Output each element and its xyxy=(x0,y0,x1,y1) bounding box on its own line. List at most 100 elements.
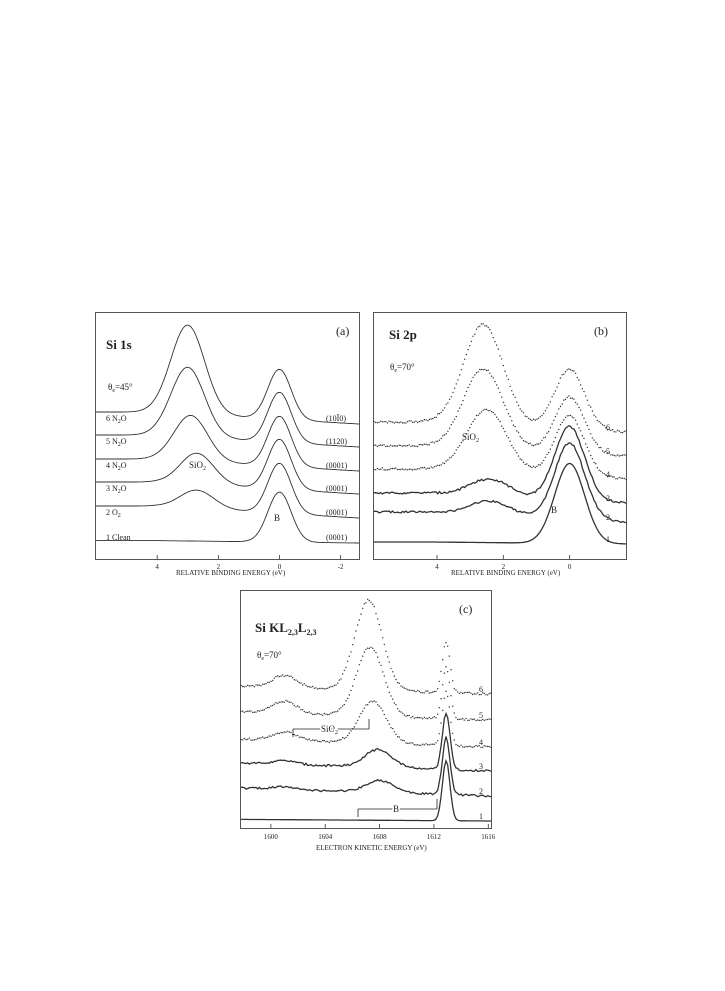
panel-c-point xyxy=(428,692,430,694)
panel-c-point xyxy=(247,684,249,686)
panel-b-point xyxy=(479,412,481,415)
panel-c-point xyxy=(383,713,385,716)
panel-c-point xyxy=(420,691,422,694)
panel-b-point xyxy=(417,421,419,424)
panel-b-point xyxy=(512,447,515,449)
panel-b-point xyxy=(534,466,536,469)
panel-c-point xyxy=(265,707,267,709)
panel-b-point xyxy=(519,435,521,438)
panel-c-point xyxy=(362,655,364,657)
panel-b-point xyxy=(501,358,503,360)
panel-b-point xyxy=(586,399,589,401)
panel-c-point xyxy=(387,656,389,658)
panel-b-point xyxy=(573,417,575,419)
panel-c-point xyxy=(447,695,449,698)
panel-b-point xyxy=(566,396,568,399)
panel-b-point xyxy=(425,443,427,446)
panel-c-point xyxy=(240,738,242,741)
panel-b-point xyxy=(375,444,377,446)
panel-b-point xyxy=(581,388,583,390)
panel-c-point xyxy=(308,686,310,688)
panel-c-point xyxy=(358,716,360,718)
panel-c-curves xyxy=(240,598,492,822)
panel-b-point xyxy=(395,467,397,469)
panel-b-plot: 4 2 0 (b) Si 2p θe=70° SiO2 B 1 2 3 4 5 6 RELAT… xyxy=(373,323,627,577)
panel-c-point xyxy=(390,727,392,729)
panel-b-point xyxy=(482,369,484,371)
panel-c-point xyxy=(455,743,457,746)
panel-c-point xyxy=(392,671,394,673)
panel-a-tick-label: 4 xyxy=(155,563,159,571)
panel-c-point xyxy=(325,713,327,715)
panel-b-point xyxy=(479,325,481,327)
panel-c-point xyxy=(443,672,445,674)
panel-b-curve-label: 2 xyxy=(606,513,610,522)
panel-c-point xyxy=(253,686,255,688)
panel-b-point xyxy=(512,393,515,396)
panel-b-point xyxy=(495,384,498,386)
panel-c-point xyxy=(483,745,485,747)
panel-b-point xyxy=(440,411,442,414)
panel-c-point xyxy=(355,674,357,677)
panel-c-series-3 xyxy=(241,711,492,773)
panel-b-point xyxy=(453,418,456,420)
panel-c-point xyxy=(343,669,345,672)
panel-b-point xyxy=(474,333,476,335)
panel-b-point xyxy=(595,463,597,465)
panel-c-point xyxy=(253,739,255,741)
panel-b-point xyxy=(591,437,594,439)
panel-c-point xyxy=(382,671,384,673)
panel-b-point xyxy=(415,445,417,447)
panel-b-point xyxy=(544,436,547,438)
panel-b-point xyxy=(437,440,439,442)
panel-b-point xyxy=(484,325,486,327)
panel-b-point xyxy=(457,379,459,381)
panel-c-point xyxy=(282,732,284,734)
panel-b-point xyxy=(568,368,570,370)
panel-b-point xyxy=(544,410,547,412)
panel-c-point xyxy=(488,692,490,695)
panel-c-point xyxy=(410,689,412,691)
panel-b-point xyxy=(569,397,572,399)
panel-c-point xyxy=(338,679,340,681)
panel-c-point xyxy=(433,690,435,693)
panel-c-point xyxy=(407,742,409,745)
panel-b-point xyxy=(603,425,605,427)
panel-c-point xyxy=(373,605,375,608)
panel-c-point xyxy=(248,685,250,687)
panel-b-point xyxy=(527,443,530,445)
panel-b-point xyxy=(390,444,392,446)
panel-c-point xyxy=(430,691,432,694)
panel-c-point xyxy=(443,646,445,648)
panel-c-point xyxy=(350,651,352,653)
panel-b-tick-label: 2 xyxy=(502,563,506,571)
panel-c-point xyxy=(337,710,339,712)
panel-c-point xyxy=(425,717,427,719)
panel-c-point xyxy=(367,647,369,649)
panel-b-point xyxy=(506,435,508,437)
panel-c-point xyxy=(277,732,279,734)
panel-a-series-6 N2O xyxy=(96,324,360,425)
panel-c-point xyxy=(302,684,304,686)
panel-b-point xyxy=(539,464,541,466)
panel-c-point xyxy=(467,746,469,748)
panel-b-point xyxy=(400,444,402,447)
panel-c-point xyxy=(438,680,440,683)
panel-c-point xyxy=(328,686,330,688)
panel-b-point xyxy=(521,410,523,412)
panel-b-sio2-label: SiO2 xyxy=(462,432,479,444)
panel-a-surface-label: (0001) xyxy=(326,484,348,493)
panel-b-ticks: 4 2 0 xyxy=(435,555,572,571)
panel-b-point xyxy=(408,444,410,446)
panel-b-point xyxy=(553,419,555,422)
panel-b-point xyxy=(403,444,405,447)
panel-c-point xyxy=(365,704,367,706)
panel-c-point xyxy=(368,599,370,602)
panel-c-point xyxy=(417,689,419,692)
panel-b-point xyxy=(375,469,377,471)
panel-b-point xyxy=(437,413,439,415)
panel-b-point xyxy=(490,411,493,413)
panel-b-point xyxy=(543,412,545,415)
panel-b-point xyxy=(447,430,449,432)
panel-a-series-2 O2 xyxy=(96,462,360,519)
